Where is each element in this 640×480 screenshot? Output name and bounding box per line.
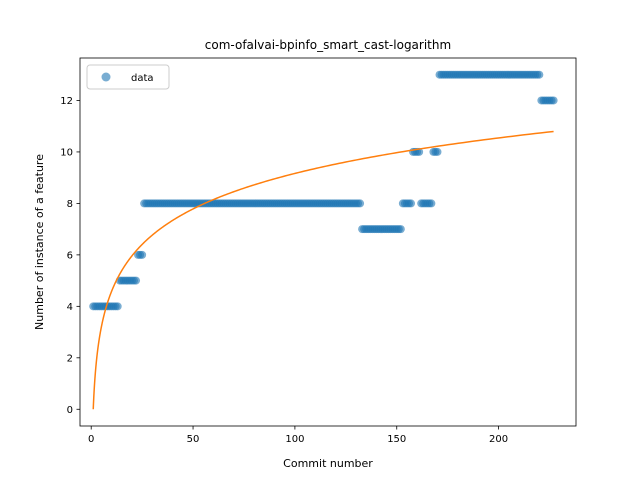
x-tick-label: 100 [285, 434, 304, 445]
y-tick-label: 4 [67, 302, 73, 313]
y-tick-label: 12 [60, 96, 73, 107]
x-axis-label: Commit number [283, 457, 373, 470]
x-tick-label: 0 [88, 434, 94, 445]
y-tick-label: 6 [67, 250, 73, 261]
data-point [407, 199, 416, 208]
data-point [138, 250, 147, 259]
y-axis-ticks: 0 2 4 6 8 10 12 [60, 96, 80, 416]
x-tick-label: 150 [387, 434, 406, 445]
fit-line-group [92, 130, 554, 410]
legend-label-data: data [131, 73, 154, 84]
y-tick-label: 8 [67, 199, 73, 210]
axes-frame [79, 57, 577, 427]
data-point [535, 70, 544, 79]
y-tick-label: 0 [67, 405, 73, 416]
chart-title: com-ofalvai-bpinfo_smart_cast-logarithm [205, 38, 451, 52]
data-point [132, 276, 141, 285]
data-point [427, 199, 436, 208]
legend: data [86, 64, 170, 90]
y-axis-label: Number of instance of a feature [33, 154, 46, 330]
data-points [89, 70, 558, 311]
fit-line [92, 130, 554, 410]
x-axis-ticks: 0 50 100 150 200 [88, 426, 508, 445]
data-point [549, 96, 558, 105]
data-point [356, 199, 365, 208]
legend-box [86, 64, 170, 90]
data-point [433, 147, 442, 156]
x-tick-label: 50 [187, 434, 200, 445]
x-tick-label: 200 [489, 434, 508, 445]
legend-marker-data [101, 72, 111, 82]
y-tick-label: 2 [67, 353, 73, 364]
y-tick-label: 10 [60, 147, 73, 158]
data-point [113, 302, 122, 311]
data-point [396, 225, 405, 234]
